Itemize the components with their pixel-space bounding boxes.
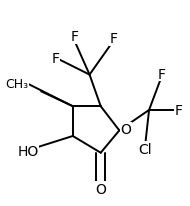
Text: O: O [95, 182, 106, 196]
Text: O: O [120, 123, 131, 137]
Text: CH₃: CH₃ [5, 78, 28, 91]
Text: F: F [71, 30, 79, 44]
Text: F: F [51, 52, 59, 66]
Text: F: F [110, 32, 118, 46]
Text: F: F [175, 103, 183, 117]
Text: HO: HO [17, 144, 39, 158]
Text: F: F [157, 67, 165, 81]
Text: Cl: Cl [139, 142, 152, 156]
